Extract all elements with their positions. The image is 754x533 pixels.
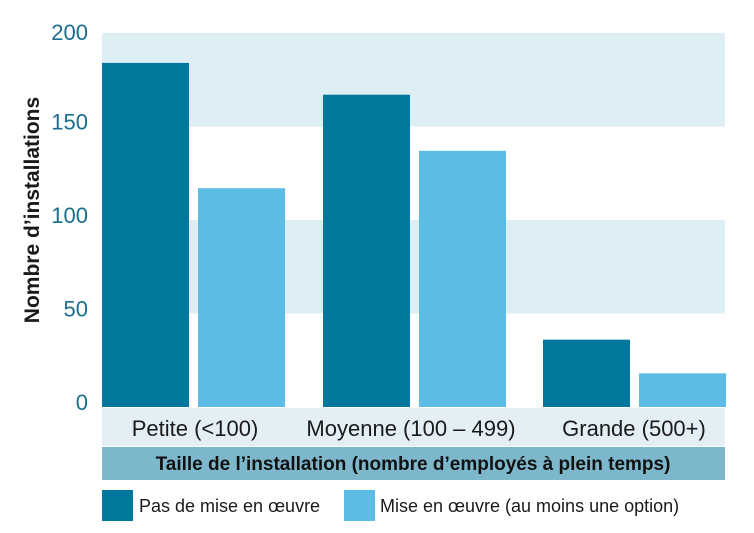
y-axis-ticks: 0 50 100 150 200 [51,20,88,415]
bar-pas-de-mise-2 [543,339,630,407]
x-axis-title: Taille de l’installation (nombre d’emplo… [156,454,671,475]
y-tick-label: 100 [51,203,88,228]
grid-band [102,220,725,314]
legend: Pas de mise en œuvre Mise en œuvre (au mo… [102,490,679,521]
grid-band [102,33,725,127]
category-label: Moyenne (100 – 499) [306,416,515,441]
bar-mise-en-oeuvre-0 [198,188,285,407]
background-bands [102,33,725,314]
bar-mise-en-oeuvre-2 [639,373,726,407]
y-tick-label: 200 [51,20,88,45]
legend-label: Pas de mise en œuvre [139,496,320,516]
legend-label: Mise en œuvre (au moins une option) [380,496,679,516]
bar-pas-de-mise-1 [323,94,410,408]
category-label: Grande (500+) [562,416,706,441]
bars [102,62,726,408]
x-axis-title-bar [102,447,725,480]
category-label: Petite (<100) [132,416,259,441]
bar-mise-en-oeuvre-1 [419,150,506,407]
legend-swatch [344,490,375,521]
bar-pas-de-mise-0 [102,62,189,408]
y-tick-label: 150 [51,110,88,135]
y-axis-title: Nombre d’installations [21,97,44,323]
legend-swatch [102,490,133,521]
y-tick-label: 0 [76,390,88,415]
category-label-row [102,408,725,446]
category-labels: Petite (<100) Moyenne (100 – 499) Grande (… [132,416,706,441]
y-tick-label: 50 [64,297,88,322]
